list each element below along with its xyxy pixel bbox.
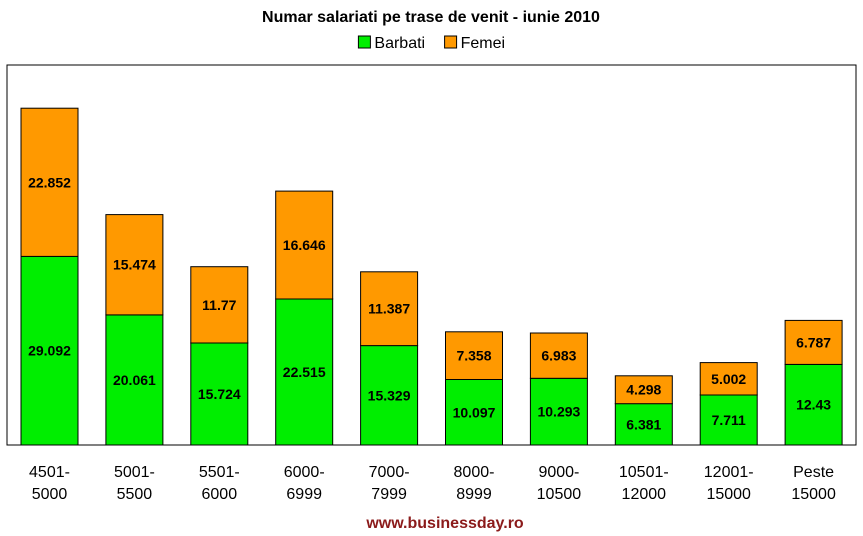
data-label-barbati-0: 29.092	[28, 343, 71, 359]
data-label-barbati-6: 10.293	[537, 404, 580, 420]
data-label-femei-0: 22.852	[28, 174, 71, 190]
data-label-femei-4: 11.387	[368, 301, 410, 317]
chart-title: Numar salariati pe trase de venit - iuni…	[262, 9, 600, 26]
bar-femei-1	[105, 214, 164, 316]
data-labels: 29.092 22.852 20.061 15.474 15.724 11.77 22.51…	[28, 174, 831, 432]
legend-swatch-barbati	[357, 35, 371, 49]
data-label-barbati-5: 10.097	[453, 404, 496, 420]
data-label-barbati-9: 12.43	[796, 397, 831, 413]
bar-femei-2	[190, 266, 249, 344]
data-label-barbati-7: 6.381	[626, 416, 661, 432]
bar-femei-5	[445, 331, 503, 380]
x-tick-label-6: 9000-10500	[537, 464, 582, 503]
legend-swatch-femei	[444, 35, 458, 49]
legend-label-femei: Femei	[461, 35, 505, 52]
bar-barbati-0	[20, 255, 79, 446]
x-axis-ticks: 4501-5000 5001-5500 5501-6000 6000-6999 7000…	[29, 464, 836, 503]
bar-barbati-9	[784, 363, 843, 446]
x-tick-label-1: 5001-5500	[114, 464, 155, 503]
bar-barbati-7	[614, 403, 673, 446]
bar-barbati-1	[105, 314, 164, 446]
legend-label-barbati: Barbati	[374, 35, 425, 52]
bars	[20, 107, 843, 446]
bar-barbati-5	[445, 379, 503, 446]
x-tick-label-3: 6000-6999	[284, 464, 325, 503]
bar-femei-7	[614, 375, 673, 405]
footer-watermark: www.businessday.ro	[365, 515, 524, 532]
bar-femei-0	[20, 107, 79, 257]
data-label-femei-3: 16.646	[283, 237, 326, 253]
data-label-femei-1: 15.474	[113, 257, 156, 273]
data-label-femei-6: 6.983	[541, 348, 576, 364]
data-label-barbati-8: 7.711	[712, 412, 746, 428]
bar-barbati-8	[699, 394, 758, 446]
x-tick-label-9: Peste 15000	[791, 464, 836, 503]
bar-femei-6	[529, 332, 588, 379]
bar-barbati-3	[275, 298, 334, 446]
x-tick-label-7: 10501-12000	[619, 464, 669, 503]
data-label-barbati-4: 15.329	[368, 387, 411, 403]
x-tick-label-5: 8000-8999	[454, 464, 495, 503]
data-label-barbati-2: 15.724	[198, 386, 241, 402]
bar-femei-3	[275, 190, 334, 300]
legend: Barbati Femei	[357, 35, 505, 52]
data-label-femei-8: 5.002	[711, 371, 746, 387]
data-label-barbati-3: 22.515	[283, 364, 326, 380]
data-label-femei-2: 11.77	[202, 297, 236, 313]
bar-barbati-2	[190, 342, 249, 446]
bar-barbati-4	[360, 345, 419, 446]
data-label-femei-9: 6.787	[796, 334, 831, 350]
data-label-femei-7: 4.298	[626, 382, 661, 398]
data-label-femei-5: 7.358	[456, 348, 491, 364]
bar-femei-8	[699, 362, 758, 396]
x-tick-label-0: 4501-5000	[29, 464, 70, 503]
x-tick-label-8: 12001-15000	[704, 464, 754, 503]
bar-femei-9	[784, 319, 843, 365]
x-tick-label-2: 5501-6000	[199, 464, 240, 503]
data-label-barbati-1: 20.061	[113, 372, 156, 388]
x-tick-label-4: 7000-7999	[369, 464, 410, 503]
bar-femei-4	[360, 271, 419, 347]
